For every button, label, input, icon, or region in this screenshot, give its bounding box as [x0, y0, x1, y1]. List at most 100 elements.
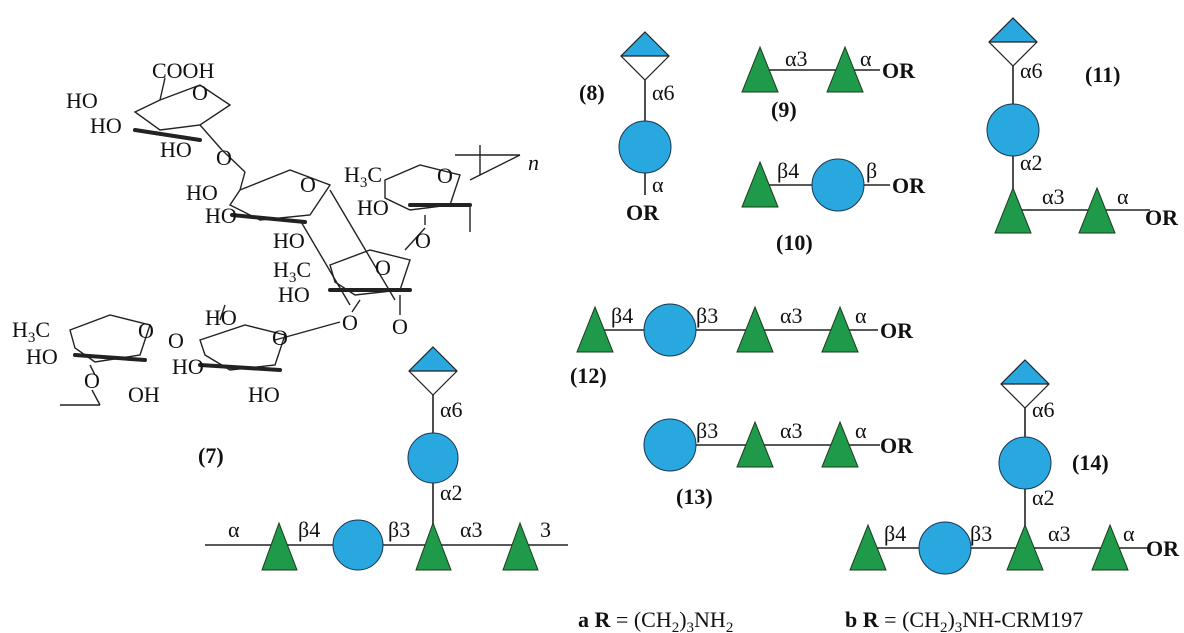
o-label: O: [415, 228, 431, 253]
rhamnose-triangle-icon: [826, 45, 864, 93]
r-definition-b: b R = (CH2)3NH-CRM197: [845, 607, 1083, 633]
ho-label: HO: [26, 344, 58, 369]
rhamnose-triangle-icon: [994, 186, 1032, 234]
rhamnose-triangle-icon: [502, 521, 539, 571]
glucose-circle-icon: [643, 418, 697, 472]
rhamnose-triangle-icon: [821, 420, 859, 468]
compound-14-label: (14): [1072, 450, 1109, 475]
glucose-circle-icon: [407, 432, 459, 484]
o-label: O: [300, 172, 316, 197]
linkage-label: β4: [884, 521, 906, 546]
glucose-circle-icon: [918, 521, 972, 575]
sialic-acid-diamond-icon: [408, 346, 458, 396]
o-label: O: [84, 368, 100, 393]
glucose-circle-icon: [811, 158, 865, 212]
compound-7-label: (7): [198, 443, 224, 468]
linkage-label: α6: [1032, 397, 1055, 422]
linkage-label: α: [1123, 521, 1135, 546]
linkage-label: β3: [696, 418, 718, 443]
rhamnose-triangle-icon: [849, 523, 887, 571]
ho-label: HO: [186, 180, 218, 205]
glucose-circle-icon: [618, 120, 672, 174]
sialic-acid-diamond-icon: [1000, 359, 1050, 409]
ho-label: HO: [66, 88, 98, 113]
compound-11-label: (11): [1085, 62, 1120, 87]
linkage-label: α: [228, 517, 240, 542]
r-group-definitions: a R = (CH2)3NH2 b R = (CH2)3NH-CRM197: [578, 607, 1083, 633]
compound-9-label: (9): [771, 97, 797, 122]
or-label: OR: [1145, 205, 1179, 230]
o-label: O: [192, 80, 208, 105]
linkage-label: α2: [440, 480, 463, 505]
linkage-label: α3: [1048, 521, 1071, 546]
h3c-label: H3C: [12, 317, 50, 346]
linkage-label: α6: [440, 397, 463, 422]
or-label: OR: [880, 318, 914, 343]
linkage-label: α3: [1042, 184, 1065, 209]
compound-8-label: (8): [579, 80, 605, 105]
linkage-label: α: [855, 418, 867, 443]
linkage-label: α2: [1020, 150, 1043, 175]
linkage-label: α: [855, 303, 867, 328]
linkage-label: α2: [1032, 485, 1055, 510]
compound-12: β4 β3 α3 α OR (12): [570, 303, 914, 388]
rhamnose-triangle-icon: [1078, 186, 1116, 234]
compound-10-label: (10): [776, 230, 813, 255]
compound-9: α3 α OR (9): [741, 45, 916, 122]
o-label: O: [216, 145, 232, 170]
linkage-label: α3: [460, 517, 483, 542]
rhamnose-triangle-icon: [736, 305, 774, 353]
rhamnose-triangle-icon: [1091, 523, 1129, 571]
r-definition-a: a R = (CH2)3NH2: [578, 607, 733, 633]
compound-11: α6 α2 α3 α OR (11): [986, 17, 1179, 234]
or-label: OR: [882, 58, 916, 83]
ho-label: HO: [273, 228, 305, 253]
sialic-acid-diamond-icon: [988, 17, 1038, 67]
linkage-label: α: [1117, 184, 1129, 209]
rhamnose-triangle-icon: [261, 521, 298, 571]
cooh-label: COOH: [152, 58, 214, 83]
glucose-circle-icon: [332, 519, 384, 571]
compound-8: α6 α OR (8): [579, 31, 675, 225]
rhamnose-triangle-icon: [741, 160, 779, 208]
linkage-label: α6: [652, 80, 675, 105]
compound-13-label: (13): [676, 484, 713, 509]
o-label: O: [272, 325, 288, 350]
linkage-label: α: [860, 46, 872, 71]
linkage-label: α3: [780, 303, 803, 328]
compound-14: α6 α2 β4 β3 α3 α OR (14): [849, 359, 1180, 575]
compound-7-atom-labels: COOH HO O HO HO O HO O HO HO H3C O HO O …: [12, 58, 539, 468]
o-label: O: [138, 318, 154, 343]
repeat-n-label: n: [528, 150, 539, 175]
linkage-label: α6: [1020, 58, 1043, 83]
ho-label: HO: [357, 195, 389, 220]
ho-label: HO: [278, 282, 310, 307]
linkage-label: β4: [298, 517, 320, 542]
compound-7-symbol-chain: α β4 β3 α3 3 α6 α2: [205, 346, 568, 571]
linkage-label: β4: [777, 158, 799, 183]
linkage-label: β: [866, 158, 877, 183]
oh-label: OH: [128, 382, 160, 407]
linkage-label: β3: [388, 517, 410, 542]
glucose-circle-icon: [643, 303, 697, 357]
compound-13: β3 α3 α OR (13): [643, 418, 914, 509]
compound-12-label: (12): [570, 363, 607, 388]
or-label: OR: [892, 173, 926, 198]
linkage-label: β4: [611, 303, 633, 328]
glucose-circle-icon: [998, 436, 1052, 490]
ho-label: HO: [205, 203, 237, 228]
compound-7-structure: [60, 77, 521, 406]
compound-10: β4 β OR (10): [741, 158, 926, 255]
linkage-label: α: [652, 172, 664, 197]
glucose-circle-icon: [986, 103, 1040, 157]
rhamnose-triangle-icon: [415, 521, 452, 571]
o-label: O: [342, 310, 358, 335]
o-label: O: [375, 255, 391, 280]
ho-label: HO: [90, 113, 122, 138]
rhamnose-triangle-icon: [821, 305, 859, 353]
linkage-label: β3: [696, 303, 718, 328]
sialic-acid-diamond-icon: [620, 31, 670, 81]
linkage-label: α3: [785, 46, 808, 71]
rhamnose-triangle-icon: [736, 420, 774, 468]
